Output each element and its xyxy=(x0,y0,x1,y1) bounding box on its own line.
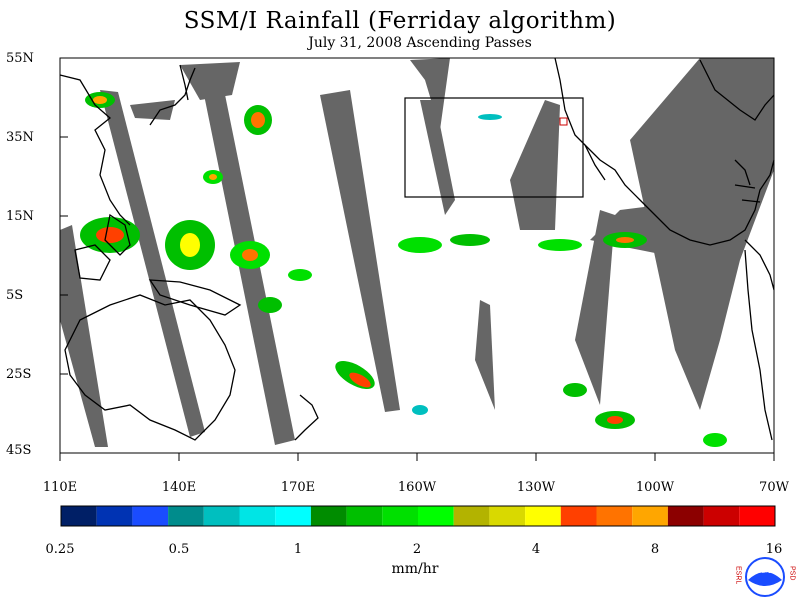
swath-gap xyxy=(420,100,455,215)
lon-label: 170E xyxy=(280,480,316,495)
japan-coast xyxy=(149,67,196,126)
new-guinea-coast xyxy=(148,279,242,316)
colorbar xyxy=(60,505,776,527)
rain-cell xyxy=(349,372,371,388)
rain-areas xyxy=(80,92,727,447)
philippines-coast xyxy=(104,213,131,256)
rain-cell xyxy=(607,416,623,424)
lon-label: 70W xyxy=(759,480,789,495)
colorbar-tick-label: 1 xyxy=(293,542,303,557)
florida-coast xyxy=(734,159,751,186)
rain-cell xyxy=(288,269,312,281)
lon-label: 140E xyxy=(161,480,197,495)
swath-gap xyxy=(130,100,175,120)
colorbar-swatch xyxy=(239,506,276,526)
swath-gap xyxy=(320,90,400,412)
colorbar-swatch xyxy=(203,506,240,526)
noaa-logo-bird xyxy=(748,572,782,586)
colorbar-swatch xyxy=(525,506,561,526)
colorbar-swatch xyxy=(275,506,311,526)
esrl-text: ESRL xyxy=(735,566,742,584)
east-us-coast xyxy=(699,59,775,121)
colorbar-swatch xyxy=(346,506,383,526)
north-america-coast xyxy=(554,57,775,246)
colorbar-swatch xyxy=(632,506,668,526)
borneo-coast xyxy=(74,244,111,281)
colorbar-units: mm/hr xyxy=(391,561,439,577)
swath-gap xyxy=(575,210,615,405)
swath-gap xyxy=(410,58,450,130)
noaa-logo-text: NOAA xyxy=(756,569,773,575)
colorbar-tick-label: 0.5 xyxy=(168,542,190,557)
colorbar-tick-label: 2 xyxy=(412,542,422,557)
asia-coast xyxy=(59,74,131,226)
colorbar-swatch xyxy=(132,506,169,526)
swath-gap xyxy=(630,58,774,410)
rain-cell xyxy=(703,433,727,447)
colorbar-swatch xyxy=(489,506,526,526)
colorbar-tick-label: 8 xyxy=(650,542,660,557)
map-title: SSM/I Rainfall (Ferriday algorithm) xyxy=(183,8,617,34)
colorbar-swatch xyxy=(739,506,775,526)
colorbar-swatch xyxy=(703,506,740,526)
lat-label: 35N xyxy=(6,130,34,145)
swath-gap xyxy=(180,62,240,100)
colorbar-tick-label: 16 xyxy=(765,542,783,557)
colorbar-swatch xyxy=(168,506,204,526)
rain-cell xyxy=(616,237,634,243)
colorbar-swatch xyxy=(96,506,133,526)
rain-cell xyxy=(478,114,502,120)
rain-cell xyxy=(398,237,442,253)
colorbar-swatch xyxy=(560,506,597,526)
colorbar-swatch xyxy=(310,506,347,526)
lat-label: 15N xyxy=(6,209,34,224)
lat-label: 45S xyxy=(6,443,32,458)
colorbar-swatch xyxy=(61,506,97,526)
lat-label: 25S xyxy=(6,367,32,382)
rain-cell xyxy=(258,297,282,313)
coastlines xyxy=(59,57,775,441)
noaa-logo: NOAA ESRL PSD xyxy=(735,557,796,597)
sakhalin-coast xyxy=(179,64,189,101)
colorbar-frame xyxy=(60,505,776,527)
rain-cell xyxy=(450,234,490,246)
colorbar-swatch xyxy=(596,506,633,526)
rain-cell xyxy=(209,174,217,180)
highlight-box xyxy=(404,97,584,198)
swath-gap xyxy=(475,300,495,410)
lon-label: 160W xyxy=(397,480,437,495)
lon-label: 100W xyxy=(635,480,675,495)
new-zealand-coast xyxy=(294,394,319,441)
lat-label: 5S xyxy=(6,288,24,303)
colorbar-swatch xyxy=(382,506,418,526)
rain-cell xyxy=(412,405,428,415)
colorbar-swatch xyxy=(667,506,704,526)
rain-cell xyxy=(242,249,258,261)
rain-cell xyxy=(538,239,582,251)
south-america-west-coast xyxy=(744,249,773,441)
rain-cell xyxy=(96,227,124,243)
map-subtitle: July 31, 2008 Ascending Passes xyxy=(308,35,532,51)
lat-label: 55N xyxy=(6,51,34,66)
psd-text: PSD xyxy=(789,566,796,580)
swath-gap xyxy=(60,225,108,447)
colorbar-tick-label: 4 xyxy=(531,542,541,557)
caribbean-islands xyxy=(734,184,761,203)
axis-ticks xyxy=(59,57,775,461)
rain-cell xyxy=(180,233,200,257)
colorbar-swatch xyxy=(453,506,490,526)
baja-coast xyxy=(584,144,606,181)
australia-coast xyxy=(64,294,236,441)
lon-label: 110E xyxy=(42,480,78,495)
location-marker xyxy=(559,117,568,126)
rain-cell xyxy=(93,96,107,104)
rain-cell xyxy=(563,383,587,397)
lon-label: 130W xyxy=(516,480,556,495)
rain-cell xyxy=(251,112,265,128)
swath-gap xyxy=(100,90,205,437)
colorbar-swatch xyxy=(418,506,454,526)
south-america-coast xyxy=(744,239,775,291)
colorbar-tick-label: 0.25 xyxy=(45,542,75,557)
